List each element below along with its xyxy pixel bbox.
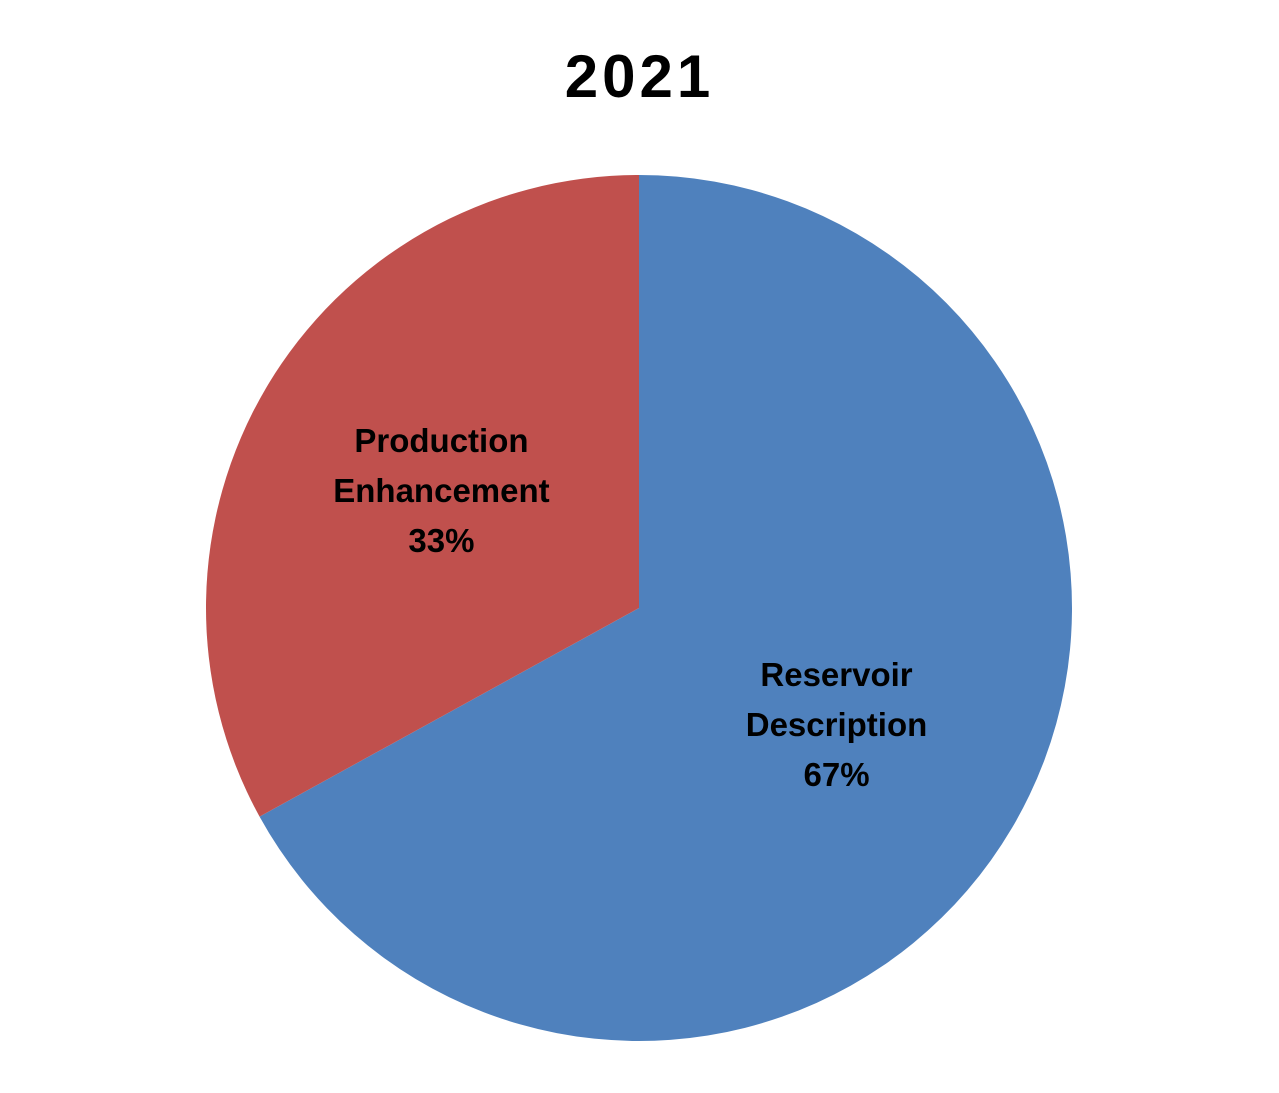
category-label: Production Enhancement <box>333 422 550 510</box>
pie-slice <box>205 174 640 817</box>
pie-slice <box>259 175 1072 1041</box>
slice-label: Production Enhancement 33% <box>316 416 566 566</box>
slice-label: Reservoir Description 67% <box>712 650 962 800</box>
category-label: Reservoir Description <box>745 655 928 743</box>
chart-title: 2021 <box>564 43 715 110</box>
value-label: 33% <box>408 522 475 560</box>
value-label: 67% <box>803 755 870 793</box>
